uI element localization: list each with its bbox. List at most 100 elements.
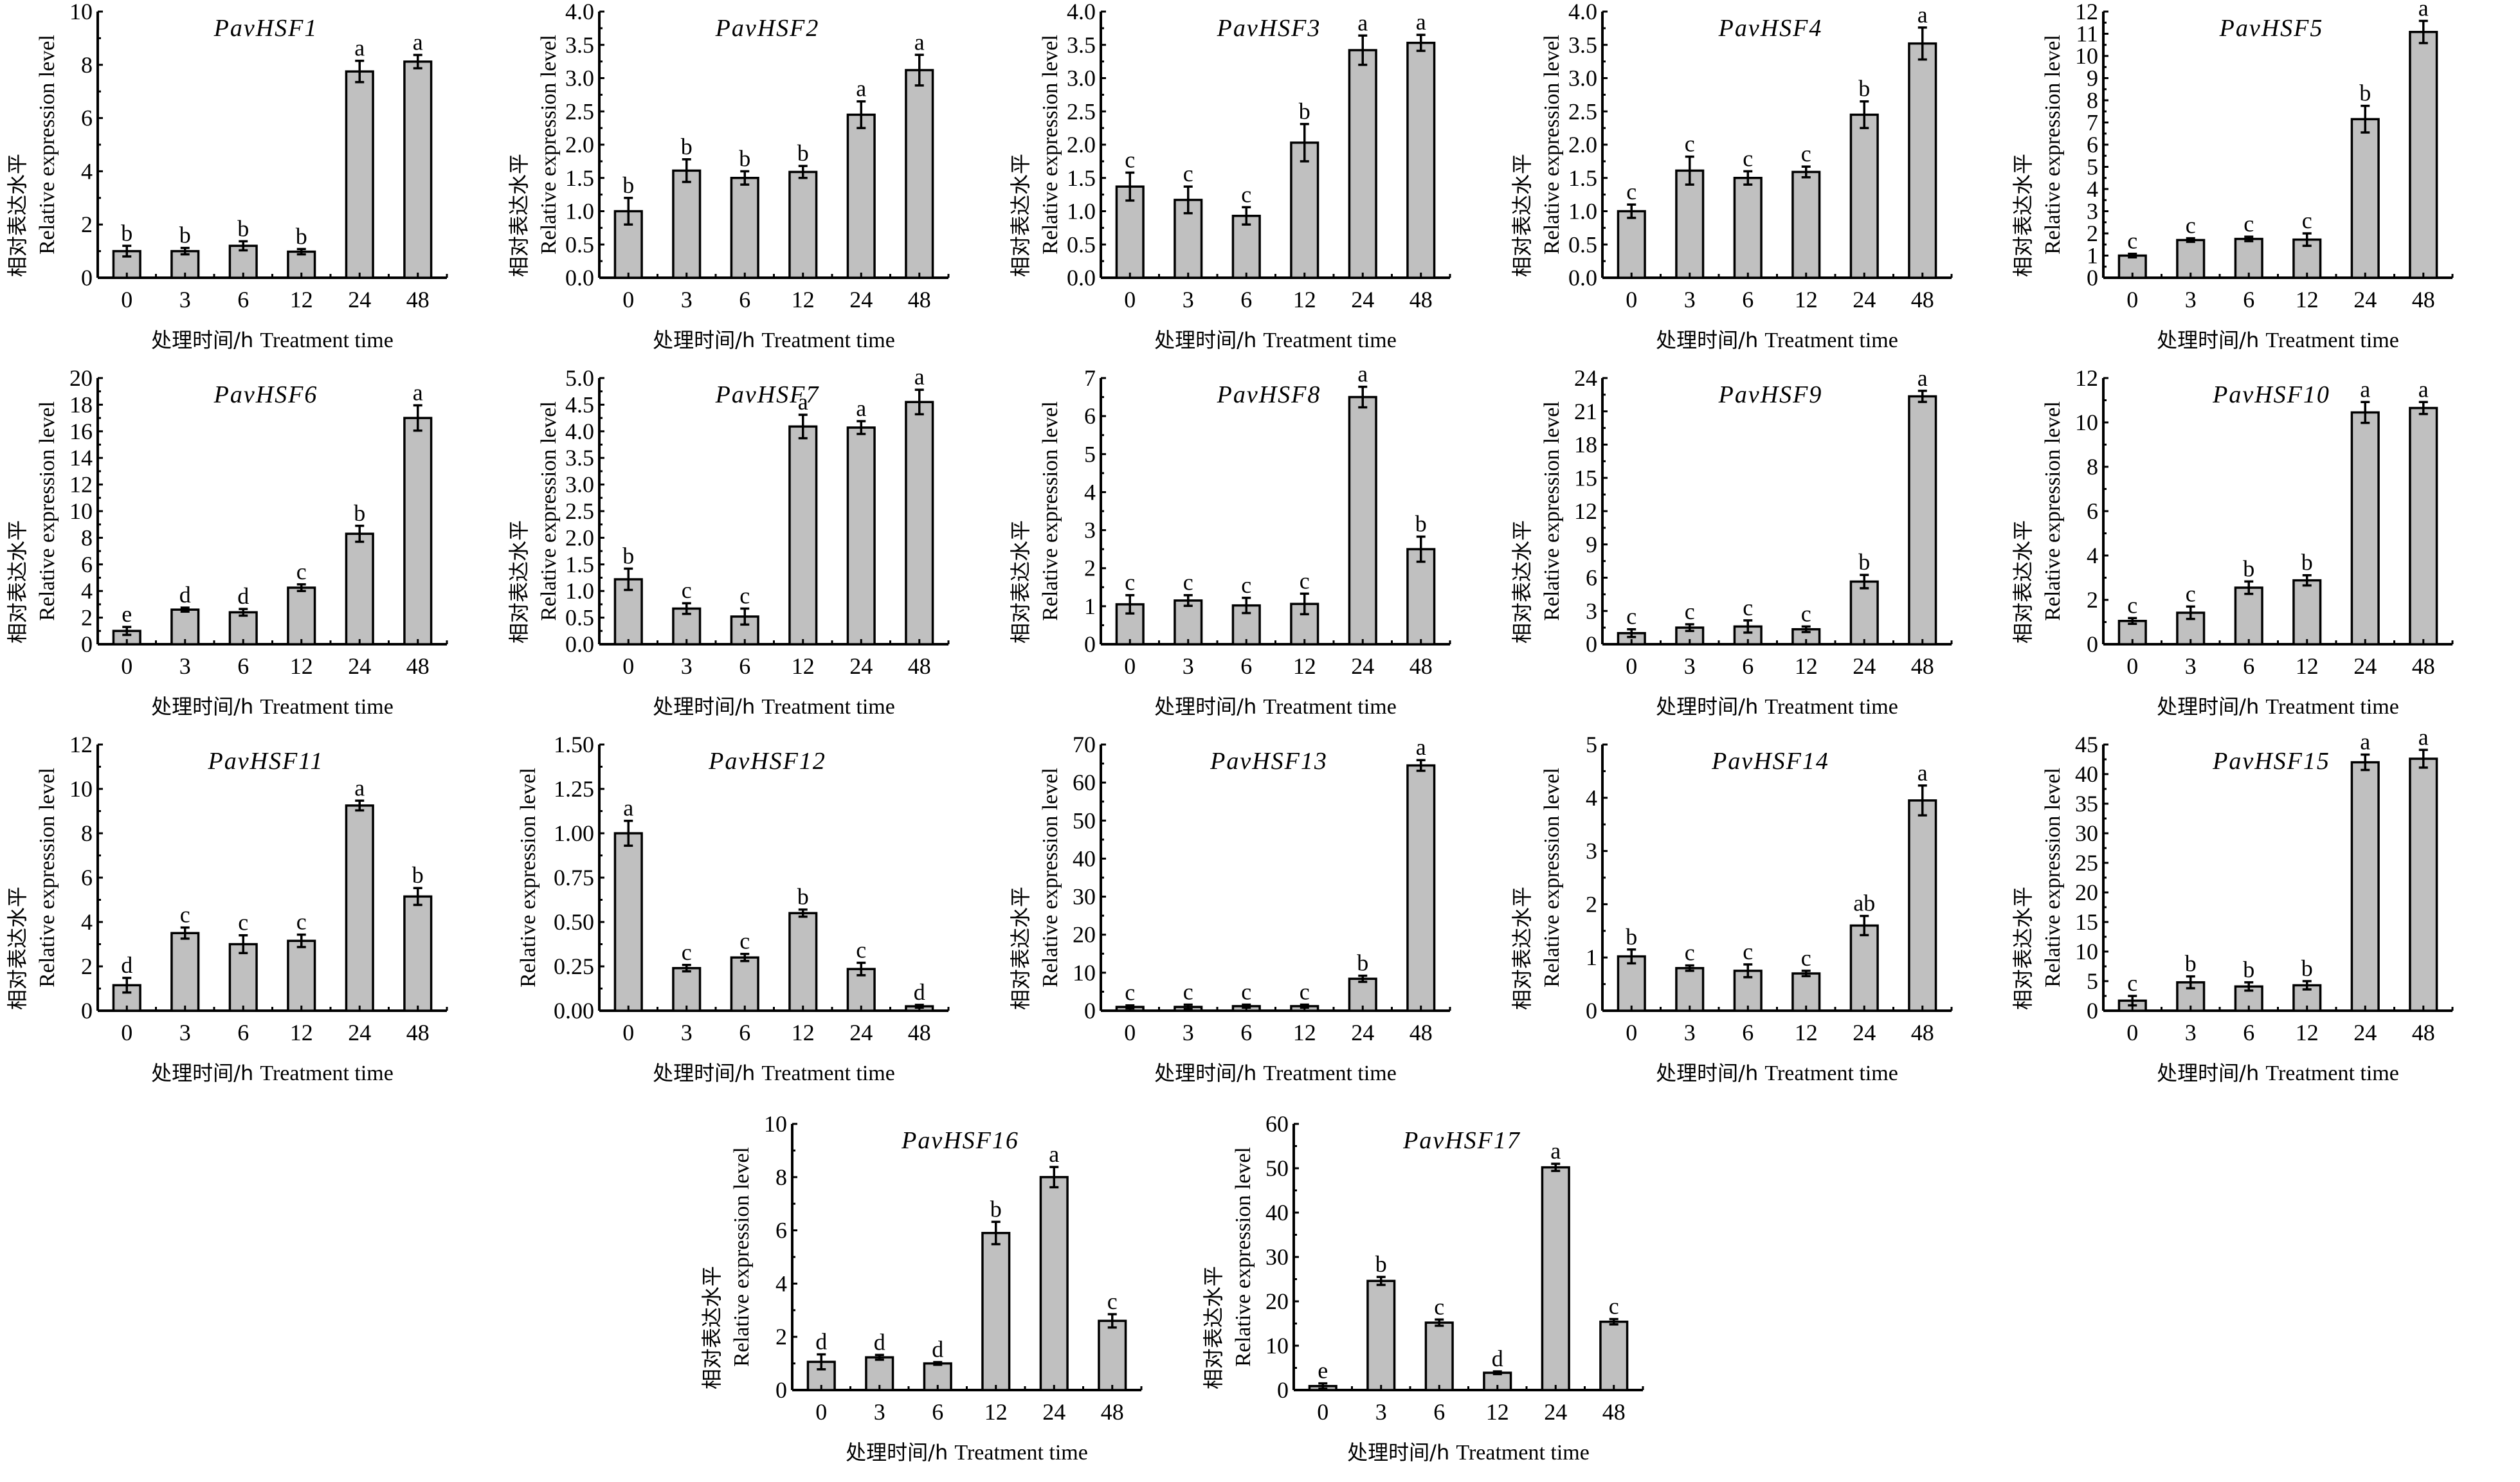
bar-3h	[1174, 199, 1203, 279]
significance-letter: a	[413, 29, 423, 55]
bar-0h	[613, 832, 643, 1012]
error-bar	[180, 926, 190, 940]
y-tick-label: 0	[81, 998, 93, 1024]
x-tick-label: 6	[237, 653, 249, 679]
y-axis-title-en: Relative expression level	[1038, 768, 1062, 988]
y-tick-label: 15	[1574, 465, 1597, 491]
y-tick-label: 35	[2075, 791, 2098, 817]
significance-letter: a	[2360, 729, 2370, 755]
y-tick-label: 0	[2087, 265, 2098, 291]
x-tick-label: 12	[290, 287, 313, 312]
bar-48h	[905, 401, 934, 646]
y-tick-label: 0.5	[565, 231, 594, 257]
error-bar	[1627, 628, 1636, 638]
chart-panel-pavhsf13: 0 10 20 30 40 50 60 70 c 0 c 3 c 6 c 12 b 24 a 48 PavHSF13 处理…	[1003, 732, 1505, 1099]
bar-chart: 0.0 0.5 1.0 1.5 2.0 2.5 3.0 3.5 4.0 c 0 c 3 c 6 b 12 a 24 a…	[1008, 0, 1451, 352]
bar-chart: 0 10 20 30 40 50 60 e 0 b 3 c 6 d 12 a 24 c 48 PavHSF17 处理时间…	[1201, 1111, 1644, 1465]
error-bar	[1107, 1313, 1117, 1329]
y-tick-label: 4.5	[565, 392, 594, 417]
x-tick-label: 48	[2412, 1020, 2435, 1045]
x-tick-label: 0	[2126, 1020, 2138, 1045]
x-tick-label: 6	[2243, 653, 2254, 679]
x-axis-title-cn: 处理时间/h	[1656, 328, 1764, 352]
bar-12h	[788, 170, 818, 279]
bar-48h	[1406, 548, 1436, 646]
error-bar	[2186, 605, 2195, 620]
x-axis-title-cn: 处理时间/h	[2157, 1061, 2265, 1085]
bar-24h	[846, 426, 876, 646]
y-tick-label: 0.0	[1067, 265, 1096, 291]
significance-letter: a	[856, 395, 866, 421]
chart-title: PavHSF13	[1210, 748, 1328, 775]
significance-letter: c	[1685, 599, 1695, 624]
error-bar	[1801, 165, 1811, 179]
bar-24h	[1541, 1166, 1570, 1391]
x-axis-title-cn: 处理时间/h	[846, 1440, 954, 1465]
significance-letter: c	[1743, 145, 1753, 171]
x-tick-label: 48	[1911, 653, 1934, 679]
x-tick-label: 3	[1684, 1020, 1696, 1045]
error-bar	[1860, 574, 1869, 590]
y-axis-title-cn: 相对表达水平	[700, 1266, 724, 1389]
error-bar	[857, 420, 866, 435]
bar-24h	[1849, 924, 1879, 1012]
bar-48h	[1098, 1319, 1127, 1391]
y-tick-label: 4	[81, 909, 93, 935]
error-bar	[1125, 171, 1135, 202]
error-bar	[1300, 123, 1309, 163]
bar-chart: 0.00 0.25 0.50 0.75 1.00 1.25 1.50 a 0 c 3 c 6 b 12 c 24…	[516, 732, 950, 1085]
y-tick-label: 3.0	[1067, 66, 1096, 91]
error-bar	[1551, 1162, 1561, 1172]
error-bar	[682, 158, 691, 183]
y-tick-label: 0.0	[565, 631, 594, 657]
x-tick-label: 3	[1375, 1399, 1387, 1425]
bar-48h	[1908, 42, 1937, 279]
error-bar	[1917, 26, 1927, 61]
bar-3h	[672, 169, 702, 279]
significance-letter: c	[1125, 980, 1135, 1006]
chart-title: PavHSF2	[715, 15, 820, 42]
error-bar	[1685, 623, 1694, 633]
bar-0h	[1617, 955, 1646, 1012]
error-bar	[1685, 155, 1694, 186]
significance-letter: d	[914, 979, 925, 1005]
significance-letter: a	[354, 35, 365, 61]
x-tick-label: 24	[1351, 653, 1374, 679]
y-tick-label: 10	[2075, 939, 2098, 964]
y-tick-label: 3	[1586, 838, 1597, 864]
y-tick-label: 50	[1265, 1155, 1289, 1181]
y-tick-label: 1.25	[554, 776, 594, 802]
significance-letter: c	[682, 939, 692, 965]
y-tick-label: 2.5	[565, 498, 594, 524]
error-bar	[180, 246, 190, 256]
y-tick-label: 0	[2087, 631, 2098, 657]
significance-letter: a	[1049, 1141, 1059, 1167]
y-tick-label: 0	[81, 265, 93, 291]
error-bar	[2244, 981, 2254, 992]
bar-12h	[2292, 579, 2322, 646]
y-tick-label: 0.00	[554, 998, 594, 1024]
y-axis-title-en: Relative expression level	[1038, 35, 1062, 255]
x-tick-label: 3	[1684, 287, 1696, 312]
x-axis-title-cn: 处理时间/h	[2157, 694, 2265, 719]
bar-12h	[287, 586, 316, 646]
error-bar	[1358, 34, 1368, 66]
significance-letter: b	[179, 222, 191, 248]
error-bar	[1492, 1370, 1502, 1375]
y-tick-label: 0	[1084, 998, 1096, 1024]
x-tick-label: 12	[792, 1020, 815, 1045]
x-tick-label: 6	[932, 1399, 943, 1425]
significance-letter: d	[815, 1329, 827, 1355]
chart-title: PavHSF8	[1217, 381, 1321, 408]
y-tick-label: 14	[69, 445, 93, 471]
y-tick-label: 2	[81, 212, 93, 237]
bar-48h	[2409, 757, 2438, 1012]
y-tick-label: 0.5	[1568, 231, 1597, 257]
x-tick-label: 48	[908, 287, 931, 312]
y-tick-label: 3.5	[565, 32, 594, 58]
bar-24h	[1348, 395, 1377, 646]
x-tick-label: 6	[1240, 287, 1252, 312]
x-axis-title-en: Treatment time	[260, 329, 393, 352]
x-tick-label: 48	[1410, 287, 1433, 312]
x-tick-label: 0	[1124, 287, 1136, 312]
